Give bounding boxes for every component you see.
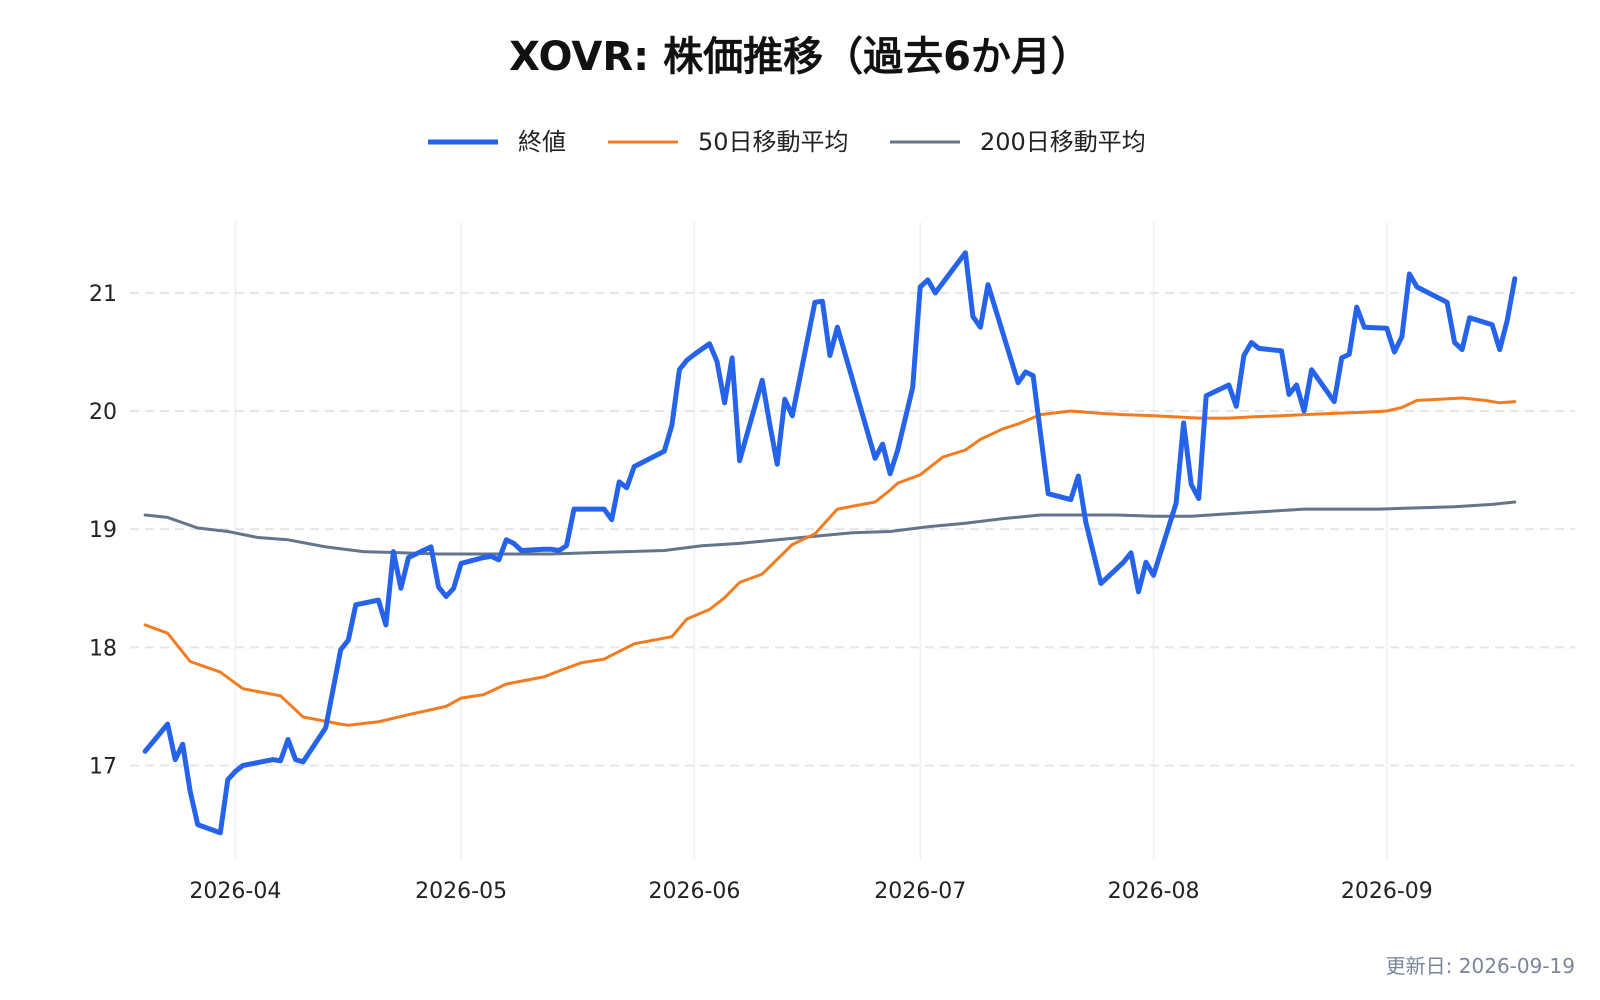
chart-grid — [130, 222, 1575, 860]
updated-date: 更新日: 2026-09-19 — [1386, 954, 1575, 978]
y-tick-label: 17 — [89, 754, 117, 779]
y-axis: 17 18 19 20 21 — [89, 282, 117, 780]
y-tick-label: 19 — [89, 518, 117, 543]
chart-series — [142, 250, 1518, 836]
series-line-1 — [143, 396, 1517, 727]
x-tick-label: 2026-06 — [648, 879, 740, 904]
legend-label-0: 終値 — [518, 128, 566, 156]
y-tick-label: 21 — [89, 282, 117, 307]
legend-label-2: 200日移動平均 — [980, 128, 1146, 156]
series-line-0 — [142, 250, 1518, 836]
x-tick-label: 2026-04 — [189, 879, 281, 904]
y-tick-label: 18 — [89, 636, 117, 661]
legend-label-1: 50日移動平均 — [698, 128, 849, 156]
chart-legend: 終値 50日移動平均 200日移動平均 — [428, 128, 1146, 156]
x-tick-label: 2026-08 — [1108, 879, 1200, 904]
x-tick-label: 2026-09 — [1341, 879, 1433, 904]
x-axis: 2026-04 2026-05 2026-06 2026-07 2026-08 2026-… — [189, 879, 1432, 904]
series-line-2 — [143, 500, 1517, 556]
y-tick-label: 20 — [89, 400, 117, 425]
x-tick-label: 2026-07 — [874, 879, 966, 904]
x-tick-label: 2026-05 — [415, 879, 507, 904]
chart-title: XOVR: 株価推移（過去6か月） — [509, 34, 1091, 80]
